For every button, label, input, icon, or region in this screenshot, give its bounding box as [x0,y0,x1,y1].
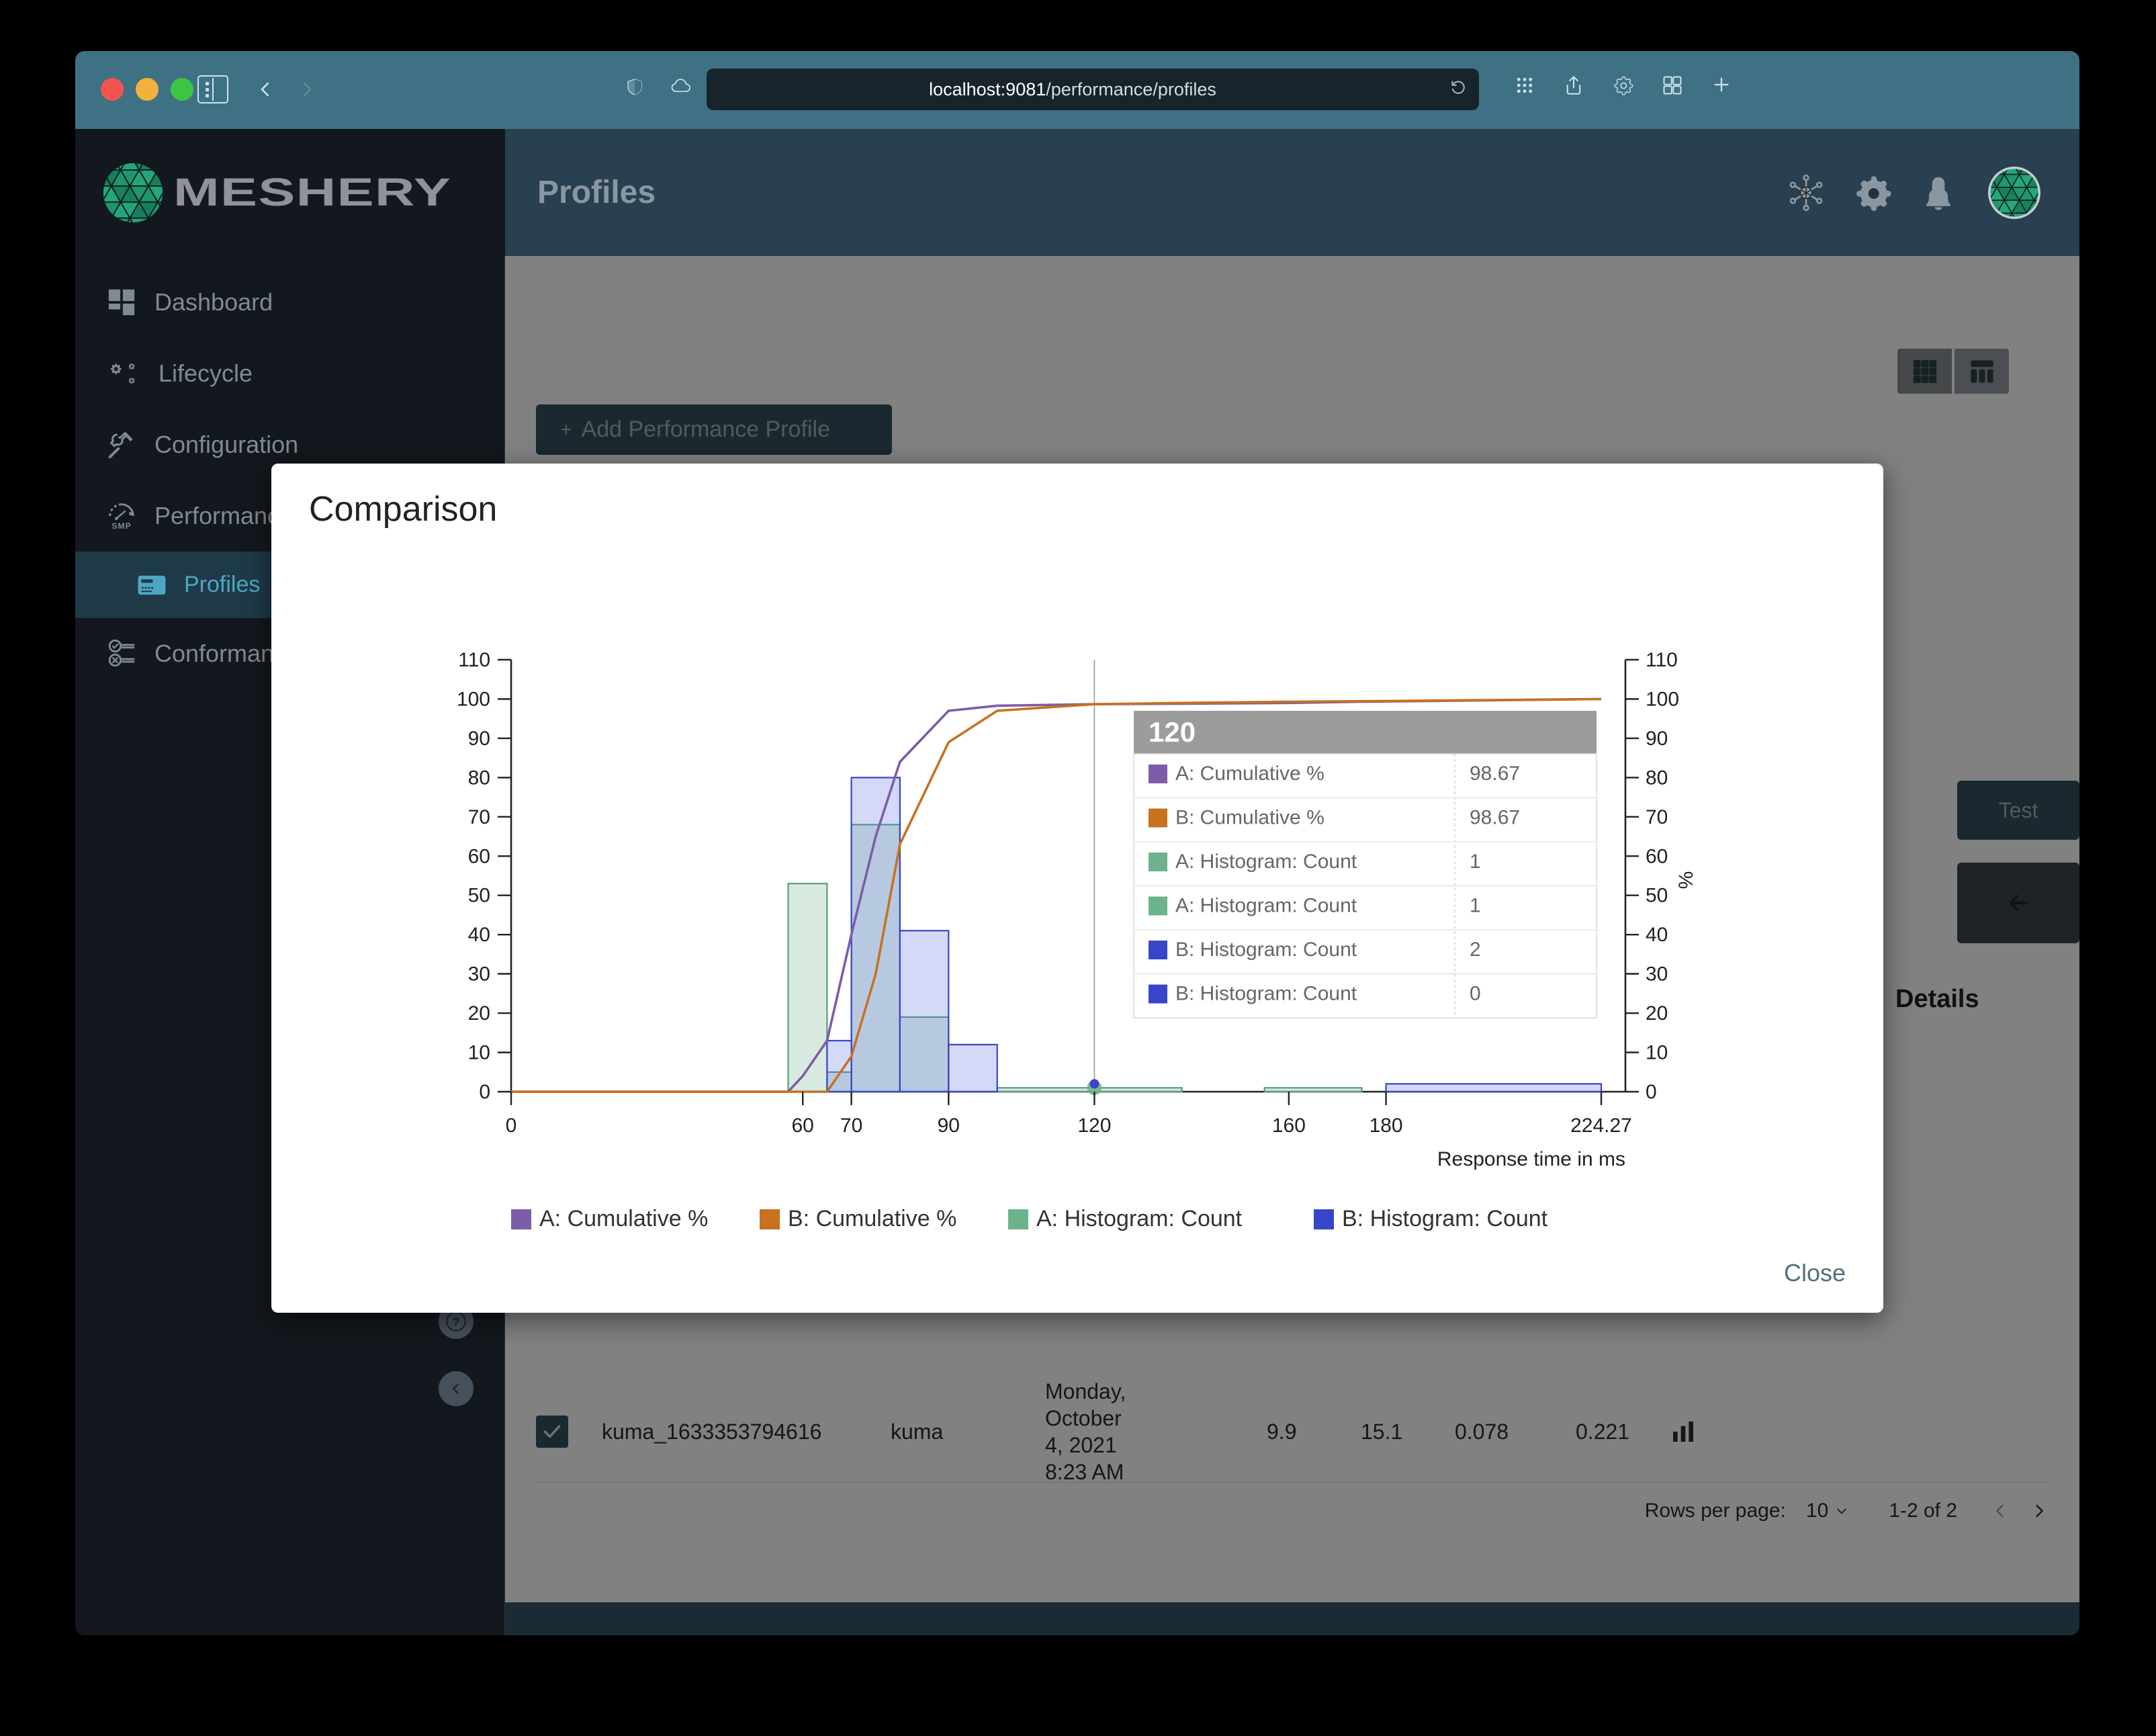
svg-text:SMP: SMP [111,521,131,531]
svg-text:180: 180 [1369,1115,1403,1137]
svg-text:70: 70 [840,1115,862,1137]
svg-text:0: 0 [479,1081,490,1103]
svg-text:40: 40 [1646,924,1668,946]
svg-text:A: Cumulative %: A: Cumulative % [539,1206,708,1231]
svg-text:1: 1 [1470,895,1481,917]
svg-text:A: Histogram: Count: A: Histogram: Count [1175,851,1357,873]
svg-text:80: 80 [1646,767,1668,789]
svg-text:B: Histogram: Count: B: Histogram: Count [1342,1206,1548,1231]
svg-text:100: 100 [1646,689,1679,711]
svg-text:98.67: 98.67 [1470,763,1520,785]
svg-text:20: 20 [1646,1002,1668,1025]
svg-text:90: 90 [1646,728,1668,750]
svg-text:70: 70 [468,806,490,828]
svg-text:30: 30 [1646,963,1668,986]
svg-text:20: 20 [468,1002,490,1025]
svg-text:A: Histogram: Count: A: Histogram: Count [1175,895,1357,917]
svg-text:60: 60 [792,1115,814,1137]
svg-text:B: Histogram: Count: B: Histogram: Count [1175,983,1357,1005]
svg-text:90: 90 [468,728,490,750]
svg-text:?: ? [453,1315,460,1328]
svg-text:110: 110 [458,649,490,671]
svg-text:90: 90 [938,1115,960,1137]
svg-text:Response time in ms: Response time in ms [1437,1148,1625,1170]
svg-text:60: 60 [468,845,490,867]
svg-text:50: 50 [1646,885,1668,907]
svg-text:B: Histogram: Count: B: Histogram: Count [1175,939,1357,961]
svg-text:A: Cumulative %: A: Cumulative % [1175,763,1324,785]
svg-text:110: 110 [1646,649,1678,671]
svg-text:50: 50 [468,885,490,907]
svg-text:1: 1 [1470,851,1481,873]
svg-text:0: 0 [1646,1081,1657,1103]
svg-text:40: 40 [468,924,490,946]
svg-text:10: 10 [1646,1042,1668,1064]
svg-text:0: 0 [1470,983,1481,1005]
svg-text:%: % [1675,871,1697,889]
svg-text:100: 100 [457,689,490,711]
svg-text:70: 70 [1646,806,1668,828]
svg-text:A: Histogram: Count: A: Histogram: Count [1036,1206,1243,1231]
svg-text:10: 10 [468,1042,490,1064]
svg-text:120: 120 [1077,1115,1111,1137]
svg-text:98.67: 98.67 [1470,807,1520,829]
svg-text:B: Cumulative %: B: Cumulative % [788,1206,956,1231]
svg-text:30: 30 [468,963,490,986]
svg-text:2: 2 [1470,939,1481,961]
svg-text:160: 160 [1272,1115,1306,1137]
svg-text:60: 60 [1646,845,1668,867]
svg-text:224.27: 224.27 [1570,1115,1632,1137]
svg-text:0: 0 [506,1115,517,1137]
svg-text:B: Cumulative %: B: Cumulative % [1175,807,1324,829]
svg-text:120: 120 [1149,716,1196,748]
svg-text:80: 80 [468,767,490,789]
